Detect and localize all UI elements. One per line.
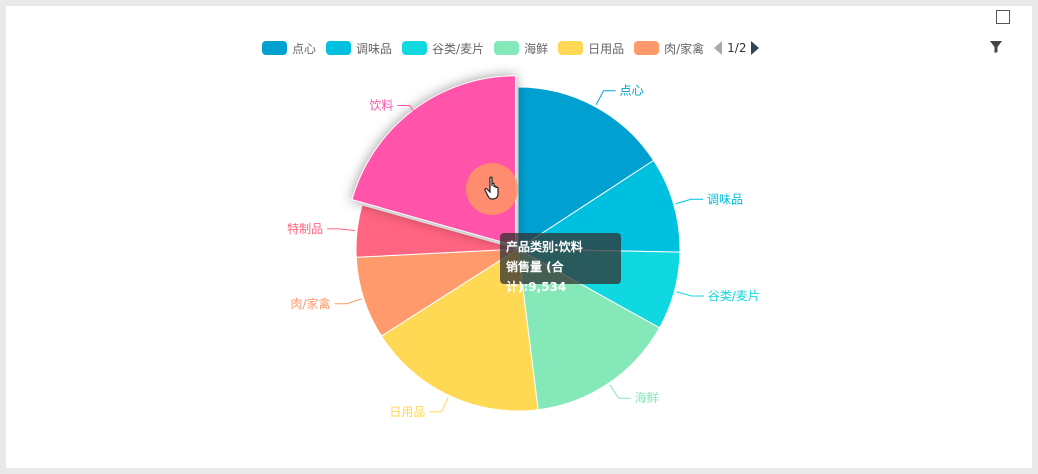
legend-label: 谷类/麦片 — [432, 41, 485, 56]
label-line-0 — [595, 90, 616, 106]
slice-label-5: 肉/家禽 — [290, 296, 330, 311]
legend-items: 点心 调味品 谷类/麦片 海鲜 日用品 肉/家禽 — [262, 40, 714, 57]
hand-cursor-icon — [484, 176, 499, 200]
legend-label: 调味品 — [356, 41, 393, 56]
tooltip-line-1: 产品类别:饮料 — [506, 240, 583, 254]
legend-label: 点心 — [292, 41, 317, 56]
legend-item-3[interactable]: 海鲜 — [494, 40, 548, 57]
pie-slice-0[interactable] — [517, 86, 655, 250]
filter-icon[interactable] — [989, 40, 1003, 54]
legend: 点心 调味品 谷类/麦片 海鲜 日用品 肉/家禽 1/2 — [262, 38, 760, 58]
label-line-4 — [429, 397, 449, 413]
legend-swatch — [634, 41, 660, 55]
tooltip-line-2: 销售量 (合计):9,534 — [506, 260, 567, 294]
slice-label-6: 特制品 — [287, 221, 323, 236]
legend-label: 肉/家禽 — [664, 41, 705, 56]
legend-item-1[interactable]: 调味品 — [326, 40, 392, 57]
label-line-1 — [675, 198, 704, 205]
slice-label-1: 调味品 — [707, 192, 743, 206]
legend-item-0[interactable]: 点心 — [262, 40, 316, 57]
label-line-5 — [334, 298, 362, 305]
legend-swatch — [558, 41, 584, 55]
pie-slice-3[interactable] — [517, 248, 661, 411]
legend-prev-icon[interactable] — [714, 41, 723, 55]
slice-label-0: 点心 — [620, 84, 644, 98]
label-line-7 — [397, 104, 420, 119]
label-line-2 — [676, 291, 704, 297]
legend-page: 1/2 — [727, 41, 747, 55]
slice-label-2: 谷类/麦片 — [708, 289, 760, 303]
maximize-icon[interactable] — [996, 10, 1010, 24]
slice-label-4: 日用品 — [389, 405, 425, 419]
legend-item-4[interactable]: 日用品 — [558, 40, 624, 57]
legend-pager[interactable]: 1/2 — [714, 41, 760, 55]
tooltip: 产品类别:饮料 销售量 (合计):9,534 — [500, 233, 621, 294]
pie-slice-1[interactable] — [516, 159, 681, 253]
legend-item-2[interactable]: 谷类/麦片 — [402, 40, 484, 57]
pie-slice-6[interactable] — [355, 204, 519, 258]
legend-label: 海鲜 — [524, 41, 549, 56]
legend-label: 日用品 — [588, 41, 625, 56]
slice-label-3: 海鲜 — [635, 390, 659, 405]
legend-swatch — [326, 41, 352, 55]
label-line-3 — [609, 384, 631, 399]
legend-swatch — [262, 41, 287, 55]
legend-item-5[interactable]: 肉/家禽 — [634, 40, 704, 57]
slice-label-7: 饮料 — [369, 98, 393, 112]
pie-slice-4[interactable] — [380, 248, 539, 412]
label-line-6 — [327, 228, 356, 232]
legend-swatch — [494, 41, 520, 55]
legend-next-icon[interactable] — [751, 41, 760, 55]
legend-swatch — [402, 41, 428, 55]
pie-slices[interactable] — [351, 75, 681, 412]
